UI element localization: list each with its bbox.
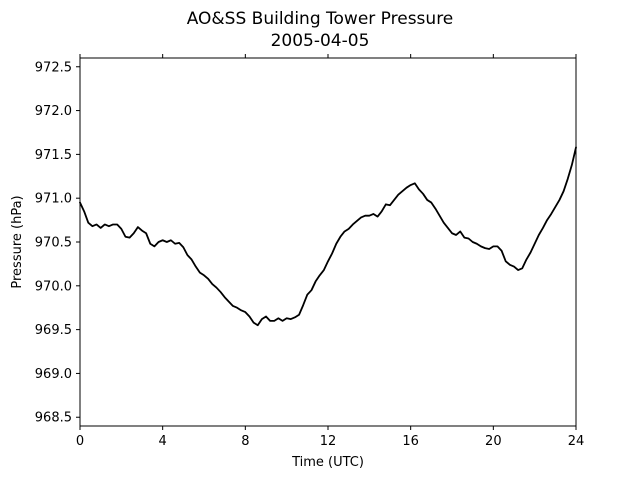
x-tick-label: 12	[320, 434, 337, 449]
chart-title: AO&SS Building Tower Pressure	[187, 9, 454, 29]
y-tick-label: 971.5	[35, 148, 72, 163]
pressure-series-line	[79, 146, 577, 327]
y-tick-label: 969.5	[35, 323, 72, 338]
y-tick-label: 971.0	[35, 192, 72, 207]
chart-subtitle: 2005-04-05	[271, 31, 370, 51]
y-tick-label: 972.0	[35, 104, 72, 119]
x-tick-label: 20	[485, 434, 502, 449]
y-tick-label: 970.5	[35, 236, 72, 251]
y-tick-label: 970.0	[35, 279, 72, 294]
x-tick-label: 0	[76, 434, 84, 449]
plot-frame	[79, 57, 577, 427]
y-axis-ticks: 968.5 969.0 969.5 970.0 970.5 971.0 971.5 972.0…	[35, 60, 80, 426]
y-tick-label: 968.5	[35, 411, 72, 426]
plot-area: 0 4 8 12 16 20 24 968.5 969.0 969.5 970.0 970.5 971…	[35, 54, 584, 449]
y-axis-label: Pressure (hPa)	[10, 195, 25, 288]
y-tick-label: 969.0	[35, 367, 72, 382]
x-axis-ticks: 0 4 8 12 16 20 24	[76, 54, 584, 449]
y-tick-label: 972.5	[35, 60, 72, 75]
x-tick-label: 8	[241, 434, 249, 449]
x-tick-label: 4	[159, 434, 167, 449]
x-tick-label: 24	[568, 434, 585, 449]
x-axis-label: Time (UTC)	[291, 455, 364, 470]
x-tick-label: 16	[402, 434, 419, 449]
